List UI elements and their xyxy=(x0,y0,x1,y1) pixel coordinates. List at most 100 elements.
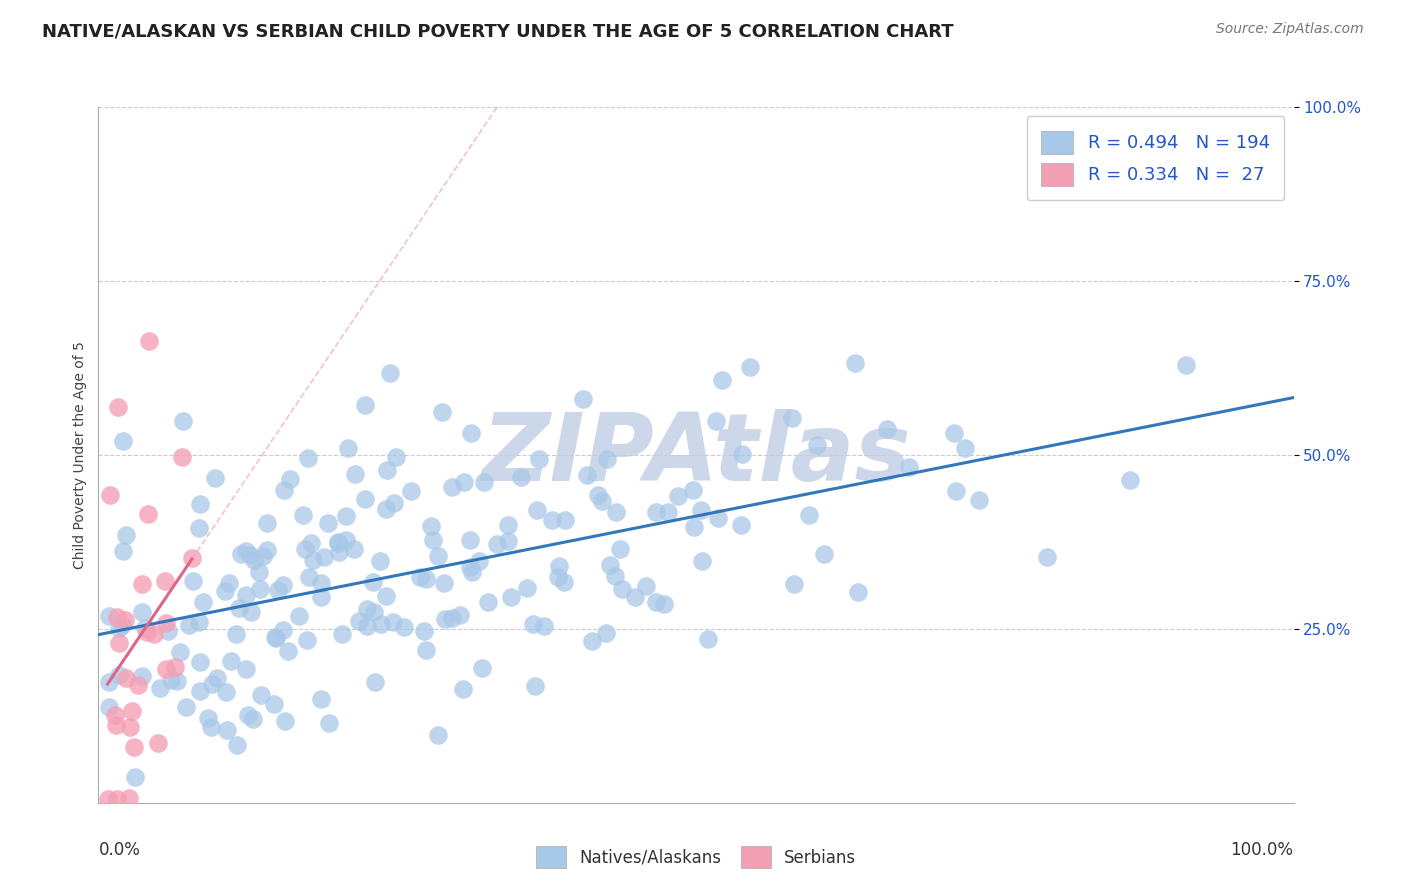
Point xyxy=(605,505,627,519)
Point xyxy=(157,624,180,638)
Point xyxy=(897,460,920,475)
Point xyxy=(177,618,200,632)
Point xyxy=(215,685,238,699)
Text: NATIVE/ALASKAN VS SERBIAN CHILD POVERTY UNDER THE AGE OF 5 CORRELATION CHART: NATIVE/ALASKAN VS SERBIAN CHILD POVERTY … xyxy=(42,22,953,40)
Point xyxy=(581,633,603,648)
Point xyxy=(690,554,713,568)
Point xyxy=(449,608,471,623)
Point xyxy=(609,541,631,556)
Point xyxy=(955,442,977,456)
Point xyxy=(249,582,271,596)
Point xyxy=(740,359,762,374)
Point xyxy=(420,518,443,533)
Point xyxy=(375,589,398,603)
Point xyxy=(271,624,294,638)
Point xyxy=(328,545,350,559)
Point xyxy=(97,700,120,714)
Point xyxy=(553,574,575,589)
Point xyxy=(591,493,613,508)
Point xyxy=(353,398,375,412)
Y-axis label: Child Poverty Under the Age of 5: Child Poverty Under the Age of 5 xyxy=(73,341,87,569)
Point xyxy=(278,472,301,486)
Point xyxy=(356,619,378,633)
Point xyxy=(277,644,299,658)
Point xyxy=(297,570,319,584)
Point xyxy=(381,615,404,630)
Point xyxy=(207,671,229,685)
Point xyxy=(783,577,806,591)
Point xyxy=(368,554,391,568)
Point xyxy=(149,681,172,695)
Point xyxy=(375,463,398,477)
Point xyxy=(797,508,820,523)
Point xyxy=(657,505,679,519)
Point xyxy=(441,480,464,494)
Point xyxy=(575,468,598,483)
Point xyxy=(806,438,828,452)
Point xyxy=(356,602,378,616)
Point xyxy=(415,643,437,657)
Point xyxy=(160,673,183,687)
Point xyxy=(112,434,135,448)
Point xyxy=(666,489,689,503)
Point xyxy=(107,610,129,624)
Point xyxy=(516,581,538,595)
Point xyxy=(107,400,129,414)
Point xyxy=(143,627,166,641)
Point xyxy=(846,585,869,599)
Point xyxy=(652,598,675,612)
Point xyxy=(433,576,456,591)
Point xyxy=(336,441,359,455)
Point xyxy=(458,533,481,548)
Point xyxy=(215,723,238,737)
Point xyxy=(153,574,176,589)
Point xyxy=(434,612,457,626)
Point xyxy=(146,736,169,750)
Point xyxy=(471,661,494,675)
Point xyxy=(309,590,332,604)
Point xyxy=(122,739,145,754)
Point xyxy=(343,467,366,481)
Point xyxy=(509,470,531,484)
Point xyxy=(214,584,236,599)
Point xyxy=(1035,549,1057,564)
Point xyxy=(413,624,436,638)
Point xyxy=(108,636,131,650)
Point xyxy=(136,624,159,639)
Point xyxy=(104,708,127,723)
Point xyxy=(170,450,193,464)
Point xyxy=(127,678,149,692)
Point xyxy=(155,616,177,631)
Point xyxy=(201,676,224,690)
Point xyxy=(486,537,509,551)
Point xyxy=(690,503,713,517)
Point xyxy=(682,483,704,497)
Point xyxy=(169,645,191,659)
Point xyxy=(533,619,555,633)
Point xyxy=(547,570,569,584)
Point xyxy=(288,608,311,623)
Point xyxy=(221,654,243,668)
Point xyxy=(193,595,215,609)
Point xyxy=(309,692,332,706)
Point xyxy=(228,601,250,615)
Point xyxy=(363,605,385,619)
Point xyxy=(706,510,728,524)
Point xyxy=(111,617,134,632)
Point xyxy=(967,492,990,507)
Point xyxy=(644,505,666,519)
Point xyxy=(415,572,437,586)
Point xyxy=(312,549,335,564)
Point xyxy=(1119,473,1142,487)
Point xyxy=(114,671,136,685)
Point xyxy=(105,792,128,806)
Point xyxy=(644,595,666,609)
Point xyxy=(131,577,153,591)
Point xyxy=(430,405,453,419)
Point xyxy=(496,517,519,532)
Point xyxy=(460,426,482,441)
Point xyxy=(599,558,621,572)
Point xyxy=(166,673,188,688)
Point xyxy=(263,698,285,712)
Point xyxy=(114,613,136,627)
